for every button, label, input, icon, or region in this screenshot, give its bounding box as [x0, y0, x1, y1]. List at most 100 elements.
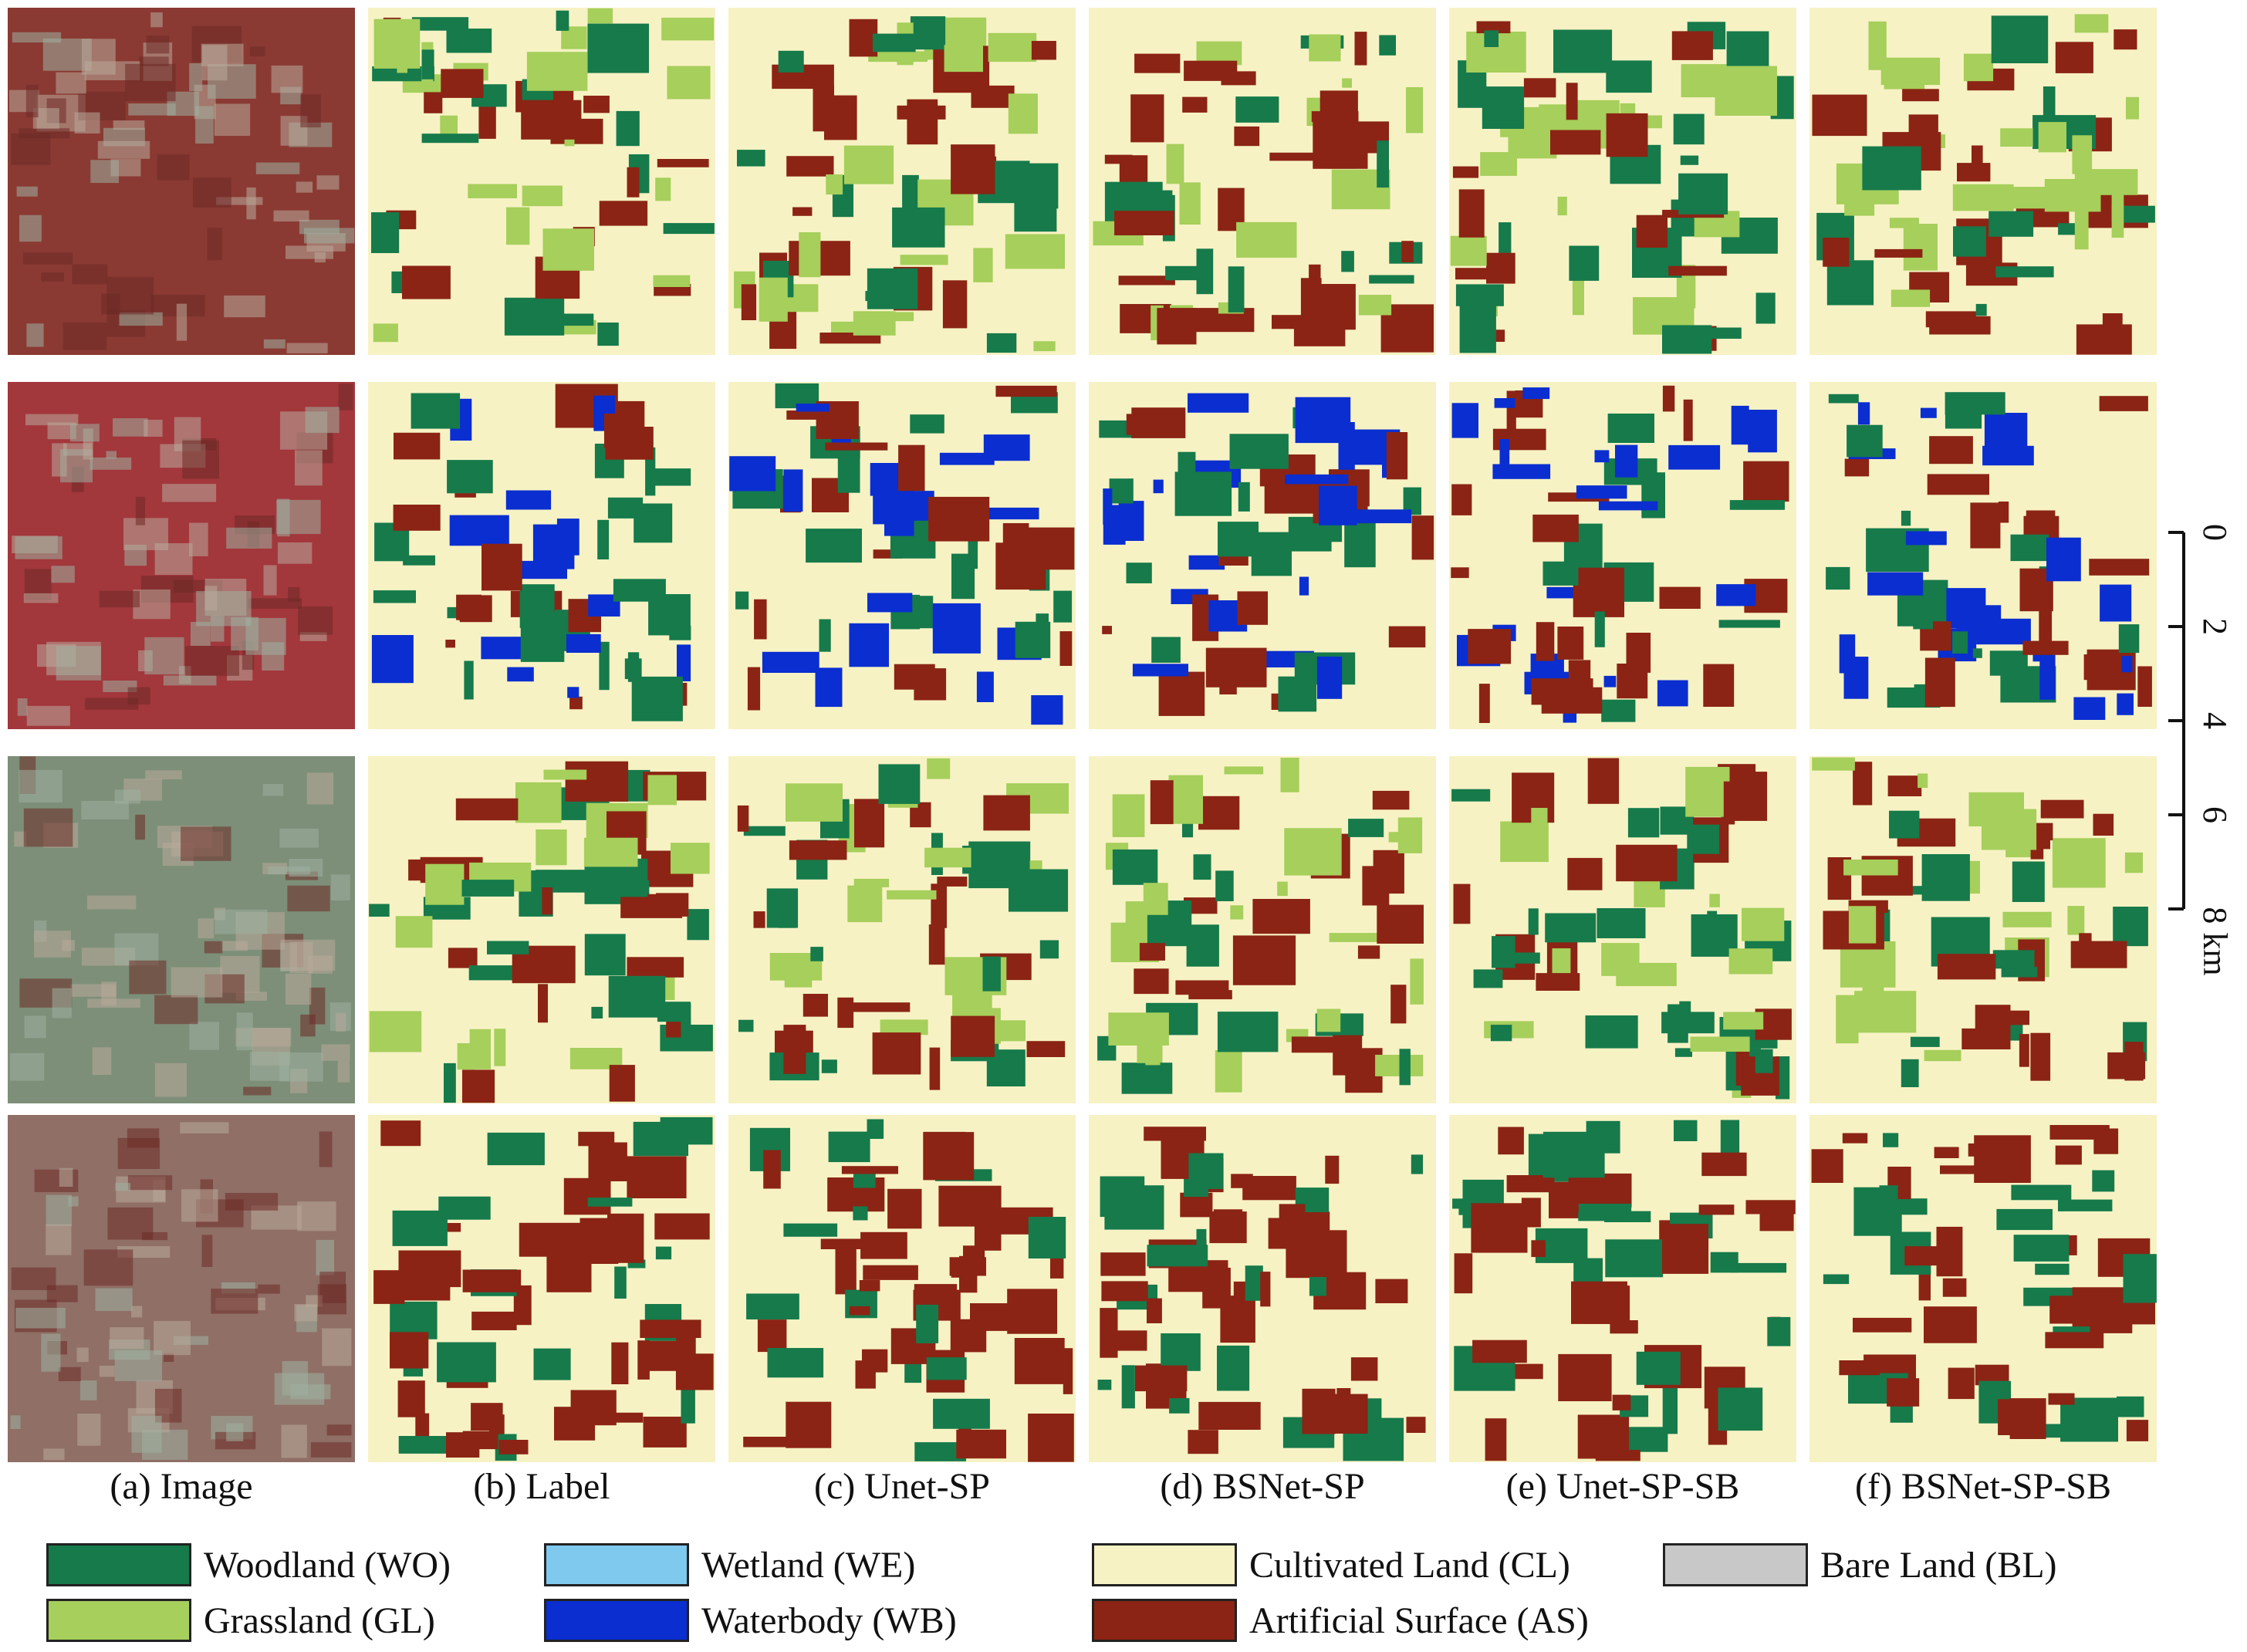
image-texture-patch: [201, 1235, 213, 1267]
land-cover-patch: [1707, 910, 1718, 937]
land-cover-patch: [1313, 121, 1368, 169]
land-cover-patch: [928, 496, 990, 542]
land-cover-patch: [548, 313, 594, 326]
land-cover-patch: [457, 1043, 475, 1070]
land-cover-patch: [819, 619, 831, 652]
land-cover-patch: [2067, 906, 2085, 935]
land-cover-patch: [995, 385, 1057, 397]
land-cover-patch: [1316, 656, 1343, 699]
land-cover-patch: [1998, 1399, 2011, 1435]
land-cover-patch: [395, 916, 433, 948]
land-cover-patch: [1103, 488, 1113, 525]
land-cover-patch: [982, 956, 1001, 992]
land-cover-patch: [1377, 904, 1424, 944]
image-texture-patch: [157, 154, 190, 181]
land-cover-patch: [1217, 1345, 1250, 1391]
image-texture-patch: [51, 566, 75, 583]
land-cover-patch: [1399, 1049, 1411, 1086]
land-cover-patch: [783, 1223, 838, 1237]
caption-label: (b) Label: [473, 1466, 610, 1507]
land-cover-patch: [1550, 130, 1601, 155]
land-cover-patch: [411, 393, 461, 429]
land-cover-patch: [1143, 883, 1168, 915]
land-cover-patch: [1309, 523, 1343, 542]
land-cover-patch: [828, 1131, 870, 1163]
land-cover-patch: [1920, 407, 1937, 418]
land-cover-patch: [1295, 397, 1351, 444]
land-cover-patch: [1595, 1450, 1640, 1461]
image-texture-patch: [173, 1336, 209, 1345]
land-cover-patch: [757, 1319, 787, 1353]
land-cover-patch: [2089, 559, 2150, 576]
land-cover-patch: [1188, 1430, 1218, 1454]
land-cover-patch: [655, 177, 671, 201]
land-cover-patch: [1558, 1353, 1612, 1401]
land-cover-patch: [950, 1319, 987, 1353]
image-texture-patch: [92, 1047, 112, 1075]
land-cover-patch: [2074, 14, 2109, 33]
land-cover-patch: [983, 795, 1030, 831]
land-cover-patch: [767, 1348, 824, 1378]
land-cover-patch: [542, 887, 553, 915]
land-cover-patch: [1823, 238, 1850, 267]
image-texture-patch: [319, 1131, 333, 1167]
land-cover-patch: [796, 404, 830, 412]
image-texture-patch: [76, 1347, 89, 1363]
image-texture-patch: [128, 103, 176, 116]
image-texture-patch: [101, 981, 117, 1006]
land-cover-patch: [820, 1238, 878, 1249]
image-texture-patch: [9, 1052, 45, 1081]
land-cover-patch: [398, 1250, 461, 1288]
land-cover-patch: [1578, 1204, 1632, 1221]
land-cover-patch: [1839, 1360, 1880, 1376]
land-cover-patch: [1536, 973, 1580, 991]
land-cover-patch: [1506, 390, 1516, 434]
land-cover-patch: [1901, 510, 1911, 526]
land-cover-patch: [444, 1062, 456, 1103]
land-cover-patch: [1572, 277, 1584, 316]
land-cover-patch: [1008, 93, 1038, 134]
image-texture-patch: [296, 181, 313, 193]
land-cover-patch: [421, 133, 479, 144]
image-texture-patch: [314, 252, 326, 263]
caption-unet-sp: (c) Unet-SP: [814, 1466, 990, 1507]
land-cover-patch: [792, 207, 813, 216]
image-texture-patch: [154, 995, 198, 1025]
land-cover-patch: [878, 764, 921, 804]
land-cover-patch: [657, 159, 709, 167]
land-cover-patch: [393, 505, 441, 531]
image-texture-patch: [146, 35, 170, 54]
panel-row-4-bsnet-sp: [1089, 1115, 1436, 1462]
land-cover-patch: [837, 997, 854, 1029]
land-cover-patch: [1743, 461, 1789, 502]
land-cover-patch: [1498, 1127, 1524, 1155]
land-cover-patch: [2117, 693, 2134, 715]
land-cover-patch: [1252, 899, 1310, 934]
land-cover-patch: [1476, 21, 1511, 34]
land-cover-patch: [1557, 627, 1584, 660]
land-cover-patch: [1375, 1055, 1424, 1076]
land-cover-patch: [821, 1059, 837, 1073]
land-cover-patch: [1929, 436, 1973, 465]
land-cover-patch: [2043, 86, 2056, 116]
land-cover-patch: [1108, 1012, 1169, 1046]
land-cover-patch: [853, 878, 890, 887]
land-cover-patch: [1217, 1012, 1279, 1052]
land-cover-patch: [1053, 590, 1073, 623]
land-cover-patch: [1293, 326, 1346, 346]
land-cover-patch: [2055, 1145, 2082, 1165]
image-texture-patch: [193, 177, 231, 208]
image-texture-patch: [41, 272, 64, 282]
panel-row-2-unet-sp-sb: [1449, 382, 1796, 729]
land-cover-patch: [1605, 1239, 1664, 1278]
land-cover-patch: [1151, 637, 1181, 663]
image-texture-patch: [144, 637, 184, 675]
land-cover-patch: [1674, 1048, 1692, 1057]
image-texture-patch: [117, 1137, 160, 1169]
land-cover-patch: [1236, 221, 1297, 258]
image-texture-patch: [287, 885, 330, 912]
image-texture-patch: [56, 646, 101, 681]
land-cover-patch: [1826, 566, 1850, 590]
land-cover-patch: [1237, 591, 1268, 625]
